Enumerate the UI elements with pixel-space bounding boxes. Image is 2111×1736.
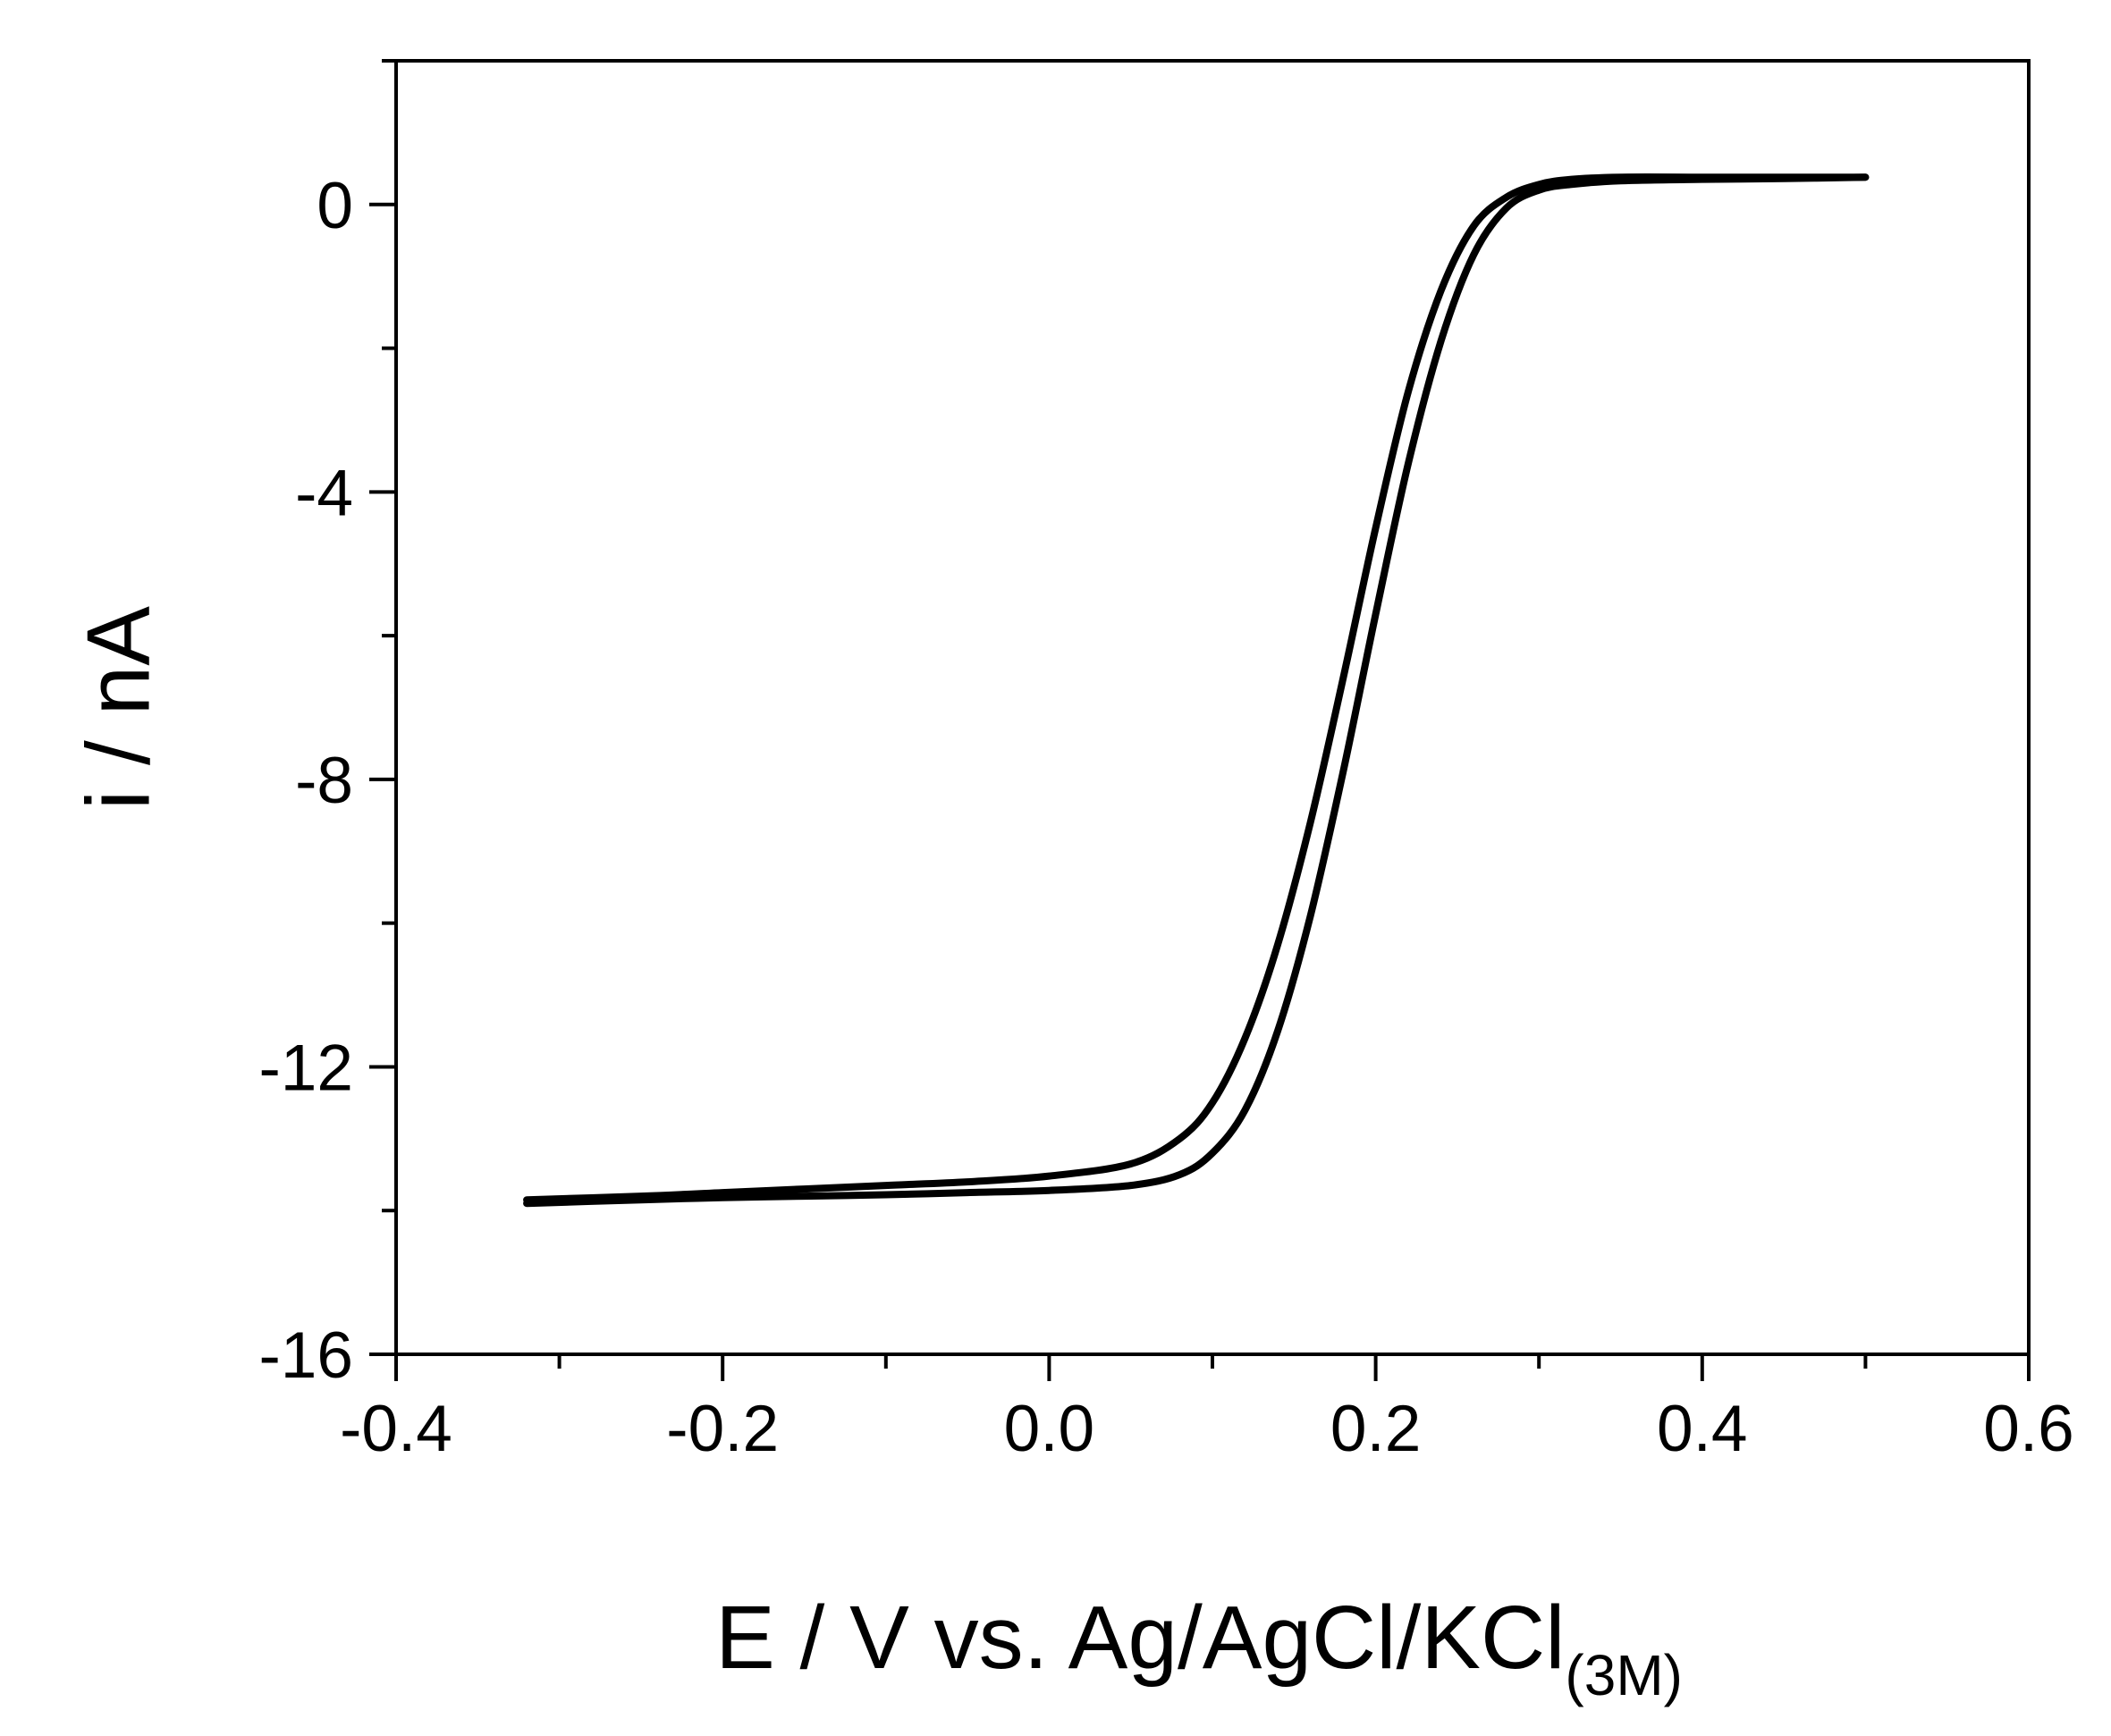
reverse-scan-line [523,173,1870,1208]
y-axis-title: i / nA [68,606,168,810]
x-axis-title-main: E / V vs. Ag/AgCl/KCl [715,1588,1565,1688]
y-tick-label: -16 [258,1319,353,1392]
x-tick-label: 0.6 [1983,1393,2073,1465]
axis-tick-labels: -0.4 -0.2 0.0 0.2 0.4 0.6 0 -4 -8 -12 -16 [258,170,2073,1465]
x-axis-title-subscript: (3M) [1565,1643,1683,1707]
y-tick-label: -4 [295,457,353,529]
y-tick-label: 0 [317,170,353,242]
y-tick-label: -12 [258,1032,353,1104]
x-tick-label: 0.0 [1004,1393,1094,1465]
plot-frame [394,59,2031,1356]
forward-scan-line [523,173,1870,1204]
x-tick-label: 0.2 [1330,1393,1421,1465]
x-tick-label: -0.2 [666,1393,779,1465]
x-tick-label: -0.4 [340,1393,452,1465]
axis-ticks [369,59,2031,1381]
x-tick-label: 0.4 [1657,1393,1747,1465]
plot-series [523,173,1870,1208]
x-axis-title: E / V vs. Ag/AgCl/KCl(3M) [715,1588,1683,1707]
y-tick-label: -8 [295,745,353,817]
